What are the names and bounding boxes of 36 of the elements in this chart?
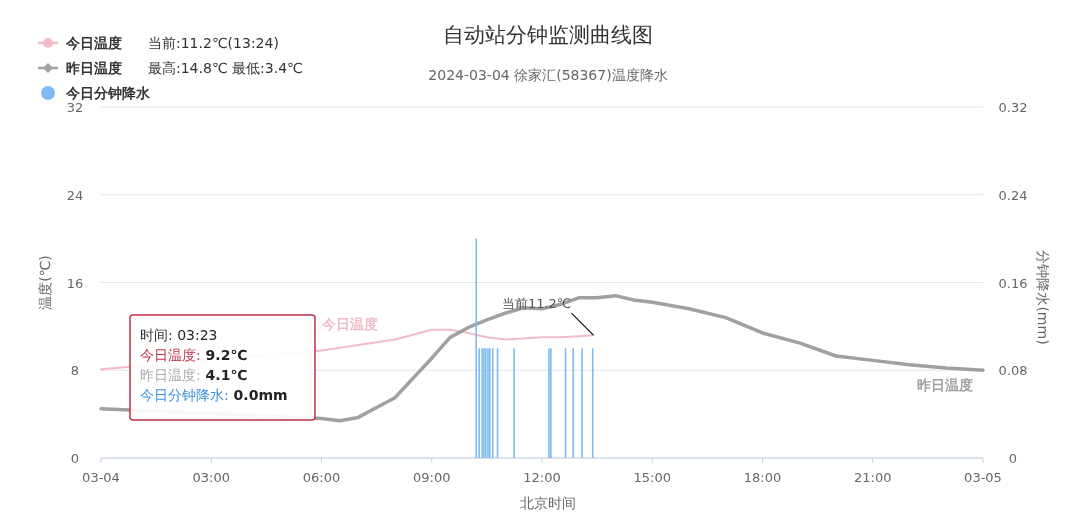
x-tick-label: 21:00 <box>854 470 892 485</box>
text: 今日温度 <box>321 315 378 332</box>
y2-tick-label: 0.16 <box>998 275 1028 291</box>
text: 最高:14.8℃ 最低:3.4℃ <box>148 60 303 76</box>
annotation: 今日温度: 9.2℃ <box>140 347 248 363</box>
x-tick-label: 03-05 <box>964 470 1002 485</box>
y2-tick-label: 0.32 <box>998 100 1028 115</box>
y2-tick-label: 0.24 <box>998 187 1028 203</box>
y-tick-label: 8 <box>70 363 80 379</box>
y-tick-label: 0 <box>70 451 80 466</box>
x-tick-label: 03-04 <box>82 470 120 485</box>
annotation: 当前11.2℃ <box>501 296 572 312</box>
text: 昨日温度 <box>917 377 973 394</box>
x-tick-label: 15:00 <box>633 470 671 485</box>
annotation: 时间: 03:23 <box>140 327 218 343</box>
y-axis-title: 温度(℃) <box>37 255 53 310</box>
y2-tick-label: 0.08 <box>998 363 1028 379</box>
legend-label: 今日分钟降水 <box>65 85 151 101</box>
legend-label: 今日温度 <box>65 35 122 51</box>
legend-label: 昨日温度 <box>66 60 122 76</box>
y2-tick-label: 0 <box>1008 451 1018 466</box>
annotation: 今日分钟降水: 0.0mm <box>140 387 288 403</box>
y-tick-label: 16 <box>66 275 84 291</box>
y-tick-label: 32 <box>66 100 84 115</box>
y2-axis-title: 分钟降水(mm) <box>1035 250 1051 345</box>
chart-title: 自动站分钟监测曲线图 <box>443 23 653 47</box>
x-tick-label: 03:00 <box>192 470 230 485</box>
x-tick-label: 12:00 <box>523 470 561 485</box>
x-axis-title: 北京时间 <box>520 495 576 511</box>
x-tick-label: 06:00 <box>302 470 341 485</box>
chart-subtitle: 2024-03-04 徐家汇(58367)温度降水 <box>428 67 668 83</box>
y-tick-label: 24 <box>66 187 84 203</box>
x-tick-label: 09:00 <box>413 470 451 485</box>
text: 当前:11.2℃(13:24) <box>148 35 279 51</box>
annotation: 昨日温度: 4.1℃ <box>140 367 248 383</box>
x-tick-label: 18:00 <box>743 470 782 485</box>
